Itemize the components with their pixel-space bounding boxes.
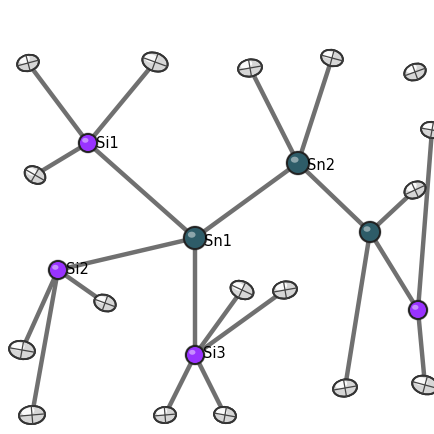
Circle shape	[183, 226, 207, 250]
Ellipse shape	[273, 281, 297, 299]
Ellipse shape	[405, 65, 427, 82]
Ellipse shape	[274, 283, 298, 299]
Ellipse shape	[9, 341, 35, 359]
Ellipse shape	[25, 166, 45, 184]
Ellipse shape	[214, 407, 236, 423]
Ellipse shape	[321, 50, 343, 66]
Circle shape	[360, 222, 380, 242]
Ellipse shape	[17, 55, 39, 71]
Ellipse shape	[404, 181, 425, 199]
Text: Si1: Si1	[96, 135, 119, 151]
Ellipse shape	[155, 408, 177, 424]
Ellipse shape	[414, 377, 427, 385]
Ellipse shape	[413, 377, 434, 395]
Ellipse shape	[230, 281, 253, 299]
Circle shape	[49, 261, 67, 279]
Ellipse shape	[232, 282, 254, 300]
Ellipse shape	[276, 283, 287, 291]
Ellipse shape	[273, 281, 297, 299]
Ellipse shape	[421, 122, 434, 138]
Circle shape	[79, 134, 97, 152]
Ellipse shape	[407, 182, 417, 191]
Ellipse shape	[240, 60, 252, 69]
Circle shape	[358, 220, 381, 243]
Ellipse shape	[94, 295, 116, 312]
Ellipse shape	[82, 138, 89, 143]
Ellipse shape	[238, 59, 262, 77]
Ellipse shape	[142, 53, 168, 72]
Ellipse shape	[94, 295, 116, 312]
Text: Si2: Si2	[66, 263, 89, 277]
Ellipse shape	[412, 376, 434, 395]
Ellipse shape	[19, 406, 45, 424]
Ellipse shape	[238, 59, 262, 77]
Ellipse shape	[322, 51, 344, 67]
Ellipse shape	[20, 56, 30, 64]
Circle shape	[184, 345, 206, 365]
Ellipse shape	[404, 181, 425, 199]
Ellipse shape	[26, 168, 37, 176]
Ellipse shape	[239, 60, 263, 78]
Ellipse shape	[423, 123, 434, 130]
Ellipse shape	[405, 182, 427, 200]
Ellipse shape	[156, 408, 167, 416]
Ellipse shape	[188, 232, 196, 238]
Ellipse shape	[154, 407, 176, 423]
Ellipse shape	[22, 407, 34, 416]
Ellipse shape	[334, 380, 358, 398]
Ellipse shape	[216, 408, 227, 415]
Ellipse shape	[9, 341, 35, 359]
Ellipse shape	[335, 381, 347, 389]
Ellipse shape	[96, 296, 107, 303]
Ellipse shape	[421, 122, 434, 138]
Ellipse shape	[189, 350, 195, 355]
Ellipse shape	[142, 53, 168, 72]
Ellipse shape	[333, 379, 357, 397]
Ellipse shape	[215, 408, 237, 424]
Ellipse shape	[145, 54, 158, 62]
Circle shape	[47, 260, 69, 280]
Circle shape	[287, 152, 309, 174]
Ellipse shape	[412, 376, 434, 395]
Text: Sn1: Sn1	[204, 233, 232, 249]
Text: Si3: Si3	[203, 345, 226, 361]
Circle shape	[184, 227, 206, 249]
Circle shape	[286, 151, 310, 175]
Ellipse shape	[407, 65, 417, 73]
Ellipse shape	[422, 123, 434, 139]
Ellipse shape	[18, 56, 40, 72]
Ellipse shape	[364, 226, 371, 232]
Ellipse shape	[404, 64, 426, 80]
Ellipse shape	[19, 406, 45, 424]
Ellipse shape	[321, 50, 343, 66]
Ellipse shape	[404, 64, 426, 80]
Ellipse shape	[230, 281, 253, 299]
Text: Sn2: Sn2	[307, 158, 335, 174]
Ellipse shape	[52, 265, 59, 270]
Circle shape	[186, 346, 204, 364]
Ellipse shape	[154, 407, 176, 423]
Ellipse shape	[323, 51, 334, 59]
Ellipse shape	[25, 166, 45, 184]
Ellipse shape	[10, 342, 36, 360]
Circle shape	[78, 132, 99, 154]
Ellipse shape	[12, 342, 25, 350]
Ellipse shape	[17, 55, 39, 71]
Circle shape	[409, 301, 427, 319]
Circle shape	[408, 299, 428, 320]
Ellipse shape	[20, 407, 46, 425]
Ellipse shape	[26, 167, 46, 185]
Ellipse shape	[95, 296, 117, 312]
Ellipse shape	[333, 379, 357, 397]
Ellipse shape	[291, 157, 299, 163]
Ellipse shape	[143, 53, 168, 72]
Ellipse shape	[233, 283, 244, 291]
Ellipse shape	[214, 407, 236, 423]
Ellipse shape	[412, 305, 418, 310]
